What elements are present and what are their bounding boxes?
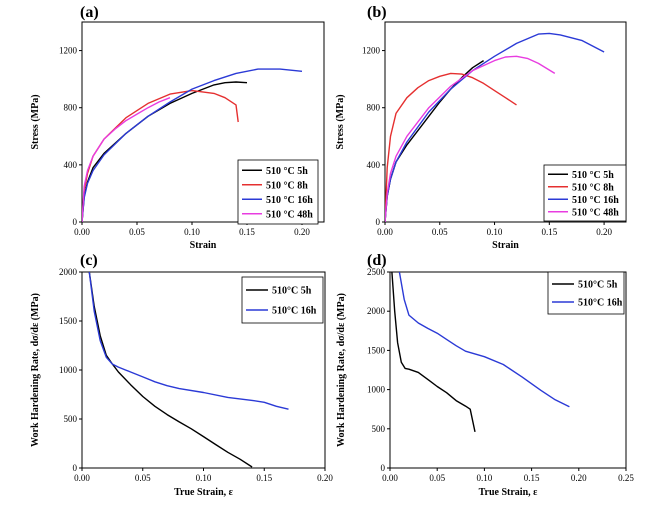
x-tick-label: 0.10 [487,227,503,237]
series-line [88,272,253,468]
y-tick-label: 0 [381,463,386,473]
x-tick-label: 0.10 [477,473,493,483]
y-axis-label: Work Hardening Rate, dσ/dε (MPa) [30,293,41,447]
plot-frame [81,21,325,223]
x-tick-label: 0.15 [524,473,540,483]
x-tick-label: 0.10 [196,473,212,483]
x-axis-label: True Strain, ε [479,487,539,498]
y-tick-label: 0 [376,217,381,227]
y-tick-label: 800 [367,103,381,113]
legend-label: 510 °C 5h [572,170,614,181]
x-tick-label: 0.00 [74,227,90,237]
legend-label: 510 °C 8h [266,180,308,191]
y-tick-label: 400 [367,160,381,170]
series-line [88,272,289,410]
y-axis-label: Stress (MPa) [335,94,346,149]
y-tick-label: 2500 [367,267,386,277]
legend-label: 510 °C 5h [266,166,308,177]
x-tick-label: 0.00 [74,473,90,483]
x-tick-label: 0.10 [184,227,200,237]
x-tick-label: 0.05 [429,473,445,483]
y-tick-label: 1500 [367,345,386,355]
x-tick-label: 0.20 [317,473,333,483]
legend-label: 510 °C 8h [572,182,614,193]
y-tick-label: 2000 [367,306,386,316]
y-tick-label: 1000 [59,365,78,375]
plot-frame [389,271,627,469]
x-tick-label: 0.15 [256,473,272,483]
chart-panel-a: 0.00 0.05 0.10 0.15 0.20 0 400 800 1200 Strain Str… [30,4,325,251]
x-axis-label: Strain [190,240,217,251]
series-line [82,68,303,222]
chart-panel-b: 0.00 0.05 0.10 0.15 0.20 0 400 800 1200 Strain Str… [335,4,627,251]
legend-label: 510 °C 48h [572,207,619,218]
series-line [391,272,476,433]
y-tick-label: 1200 [59,46,78,56]
x-tick-label: 0.05 [135,473,151,483]
legend-label: 510 °C 16h [266,195,313,206]
x-tick-label: 0.05 [432,227,448,237]
x-tick-label: 0.00 [377,227,393,237]
x-axis-label: Strain [492,240,519,251]
y-tick-label: 0 [73,217,78,227]
x-tick-label: 0.20 [596,227,612,237]
y-tick-label: 400 [64,160,78,170]
y-tick-label: 1500 [59,316,78,326]
legend-box [547,271,625,315]
y-tick-label: 500 [64,414,78,424]
y-tick-label: 1200 [362,46,381,56]
y-tick-label: 2000 [59,267,78,277]
legend-label: 510°C 5h [578,280,618,291]
series-line [385,72,517,222]
x-tick-label: 0.20 [571,473,587,483]
legend-label: 510°C 5h [272,286,312,297]
x-tick-label: 0.00 [382,473,398,483]
panel-label: (b) [367,4,387,21]
panel-label: (c) [80,252,98,269]
y-axis-label: Work Hardening Rate, dσ/dε (MPa) [336,293,347,447]
legend-label: 510°C 16h [578,298,623,309]
y-tick-label: 800 [64,103,78,113]
chart-panel-d: 0.00 0.05 0.10 0.15 0.20 0.25 0 500 1000 1500 2000… [336,252,634,498]
series-line [82,97,171,222]
series-line [385,55,556,222]
y-tick-label: 1000 [367,385,386,395]
x-tick-label: 0.15 [541,227,557,237]
panel-label: (a) [80,4,99,21]
series-line [385,60,484,222]
x-tick-label: 0.05 [129,227,145,237]
series-line [398,272,570,408]
y-axis-label: Stress (MPa) [30,94,41,149]
x-axis-label: True Strain, ε [174,487,234,498]
panel-label: (d) [367,252,387,269]
chart-panel-c: 0.00 0.05 0.10 0.15 0.20 0 500 1000 1500 2000 True… [30,252,333,498]
legend-label: 510°C 16h [272,306,317,317]
x-tick-label: 0.20 [294,227,310,237]
x-tick-label: 0.25 [618,473,634,483]
x-tick-label: 0.15 [239,227,255,237]
series-line [82,89,239,222]
y-tick-label: 0 [73,463,78,473]
legend-label: 510 °C 48h [266,209,313,220]
legend-box [241,276,324,324]
legend-label: 510 °C 16h [572,195,619,206]
plot-frame [384,21,627,223]
y-tick-label: 500 [372,424,386,434]
